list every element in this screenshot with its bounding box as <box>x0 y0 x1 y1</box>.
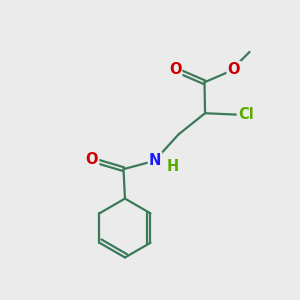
Text: O: O <box>228 62 240 77</box>
Text: Cl: Cl <box>238 107 254 122</box>
Text: O: O <box>86 152 98 167</box>
Text: O: O <box>169 62 181 77</box>
Text: N: N <box>149 152 161 167</box>
Text: H: H <box>167 159 179 174</box>
